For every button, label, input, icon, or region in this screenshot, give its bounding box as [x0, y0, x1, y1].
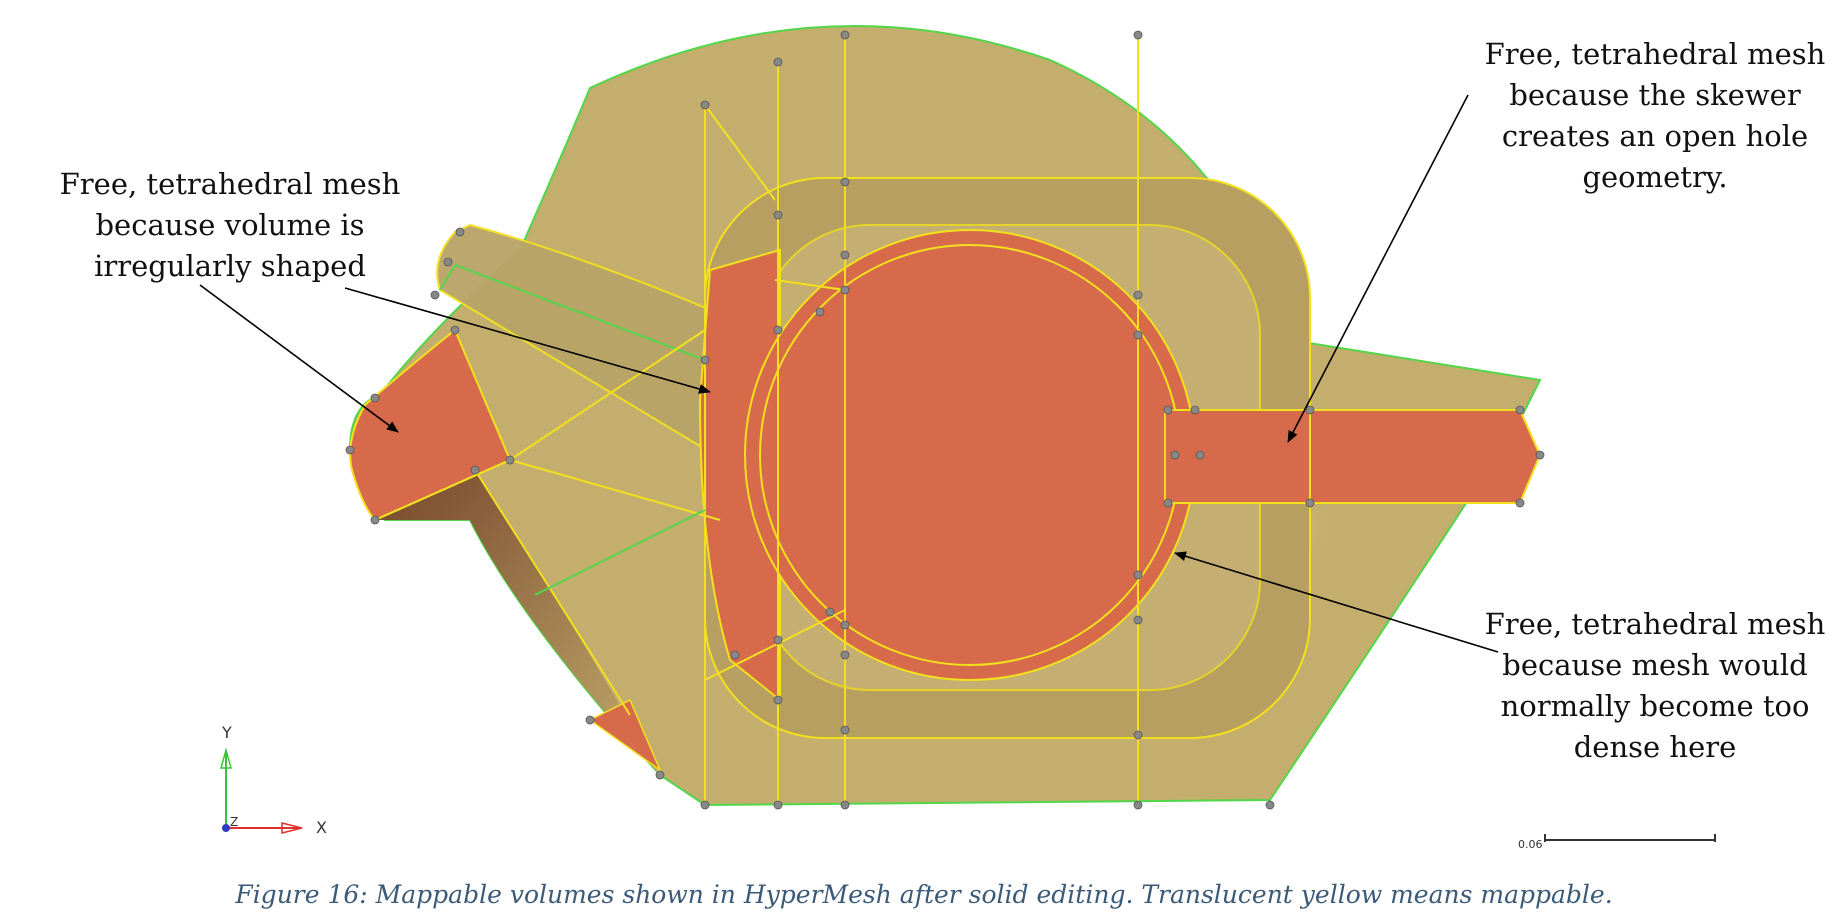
green-edges — [439, 264, 706, 596]
skewer-edge — [454, 264, 706, 361]
free-mesh-skewer-bar — [1164, 409, 1542, 504]
arrow-left-to-free-region — [199, 284, 399, 433]
z-axis-label: Z — [230, 815, 238, 829]
callout-dense-mesh: Free, tetrahedral mesh because mesh woul… — [1465, 604, 1845, 768]
vertex-markers — [345, 30, 1545, 810]
arrow-left-to-wedge — [344, 287, 711, 394]
callout-arrows — [199, 94, 1499, 653]
callout-line: Free, tetrahedral mesh — [59, 167, 401, 201]
arrow-topright-to-bar — [1287, 94, 1469, 443]
callout-irregular-volume: Free, tetrahedral mesh because volume is… — [55, 164, 405, 287]
axis-triad: Y X Z — [220, 723, 327, 837]
free-mesh-wedge — [698, 248, 781, 703]
callout-line: Free, tetrahedral mesh — [1484, 37, 1826, 71]
y-axis-label: Y — [221, 723, 232, 742]
hole-center-circle — [759, 244, 1181, 666]
arrow-bottomright-to-ring — [1174, 551, 1499, 653]
x-axis-arrowhead — [281, 822, 303, 834]
callout-open-hole: Free, tetrahedral mesh because the skewe… — [1465, 34, 1845, 198]
free-mesh-sliver — [588, 698, 662, 773]
y-axis-arrowhead — [220, 747, 232, 769]
callout-line: dense here — [1573, 730, 1737, 764]
figure-caption: Figure 16: Mappable volumes shown in Hyp… — [235, 880, 1613, 909]
free-mesh-left-region — [349, 328, 512, 522]
callout-line: irregularly shaped — [94, 249, 366, 283]
x-axis-label: X — [316, 818, 327, 837]
partition-edges — [374, 35, 1139, 805]
callout-line: because the skewer — [1509, 78, 1801, 112]
callout-line: because volume is — [95, 208, 365, 242]
callout-line: creates an open hole — [1501, 119, 1809, 153]
scale-bar-label: 0.06 — [1518, 838, 1543, 851]
callout-line: because mesh would — [1502, 648, 1808, 682]
callout-line: geometry. — [1582, 160, 1728, 194]
callout-line: normally become too — [1500, 689, 1810, 723]
callout-line: Free, tetrahedral mesh — [1484, 607, 1826, 641]
scale-bar: 0.06 — [1518, 834, 1716, 851]
z-axis-dot — [222, 824, 230, 832]
